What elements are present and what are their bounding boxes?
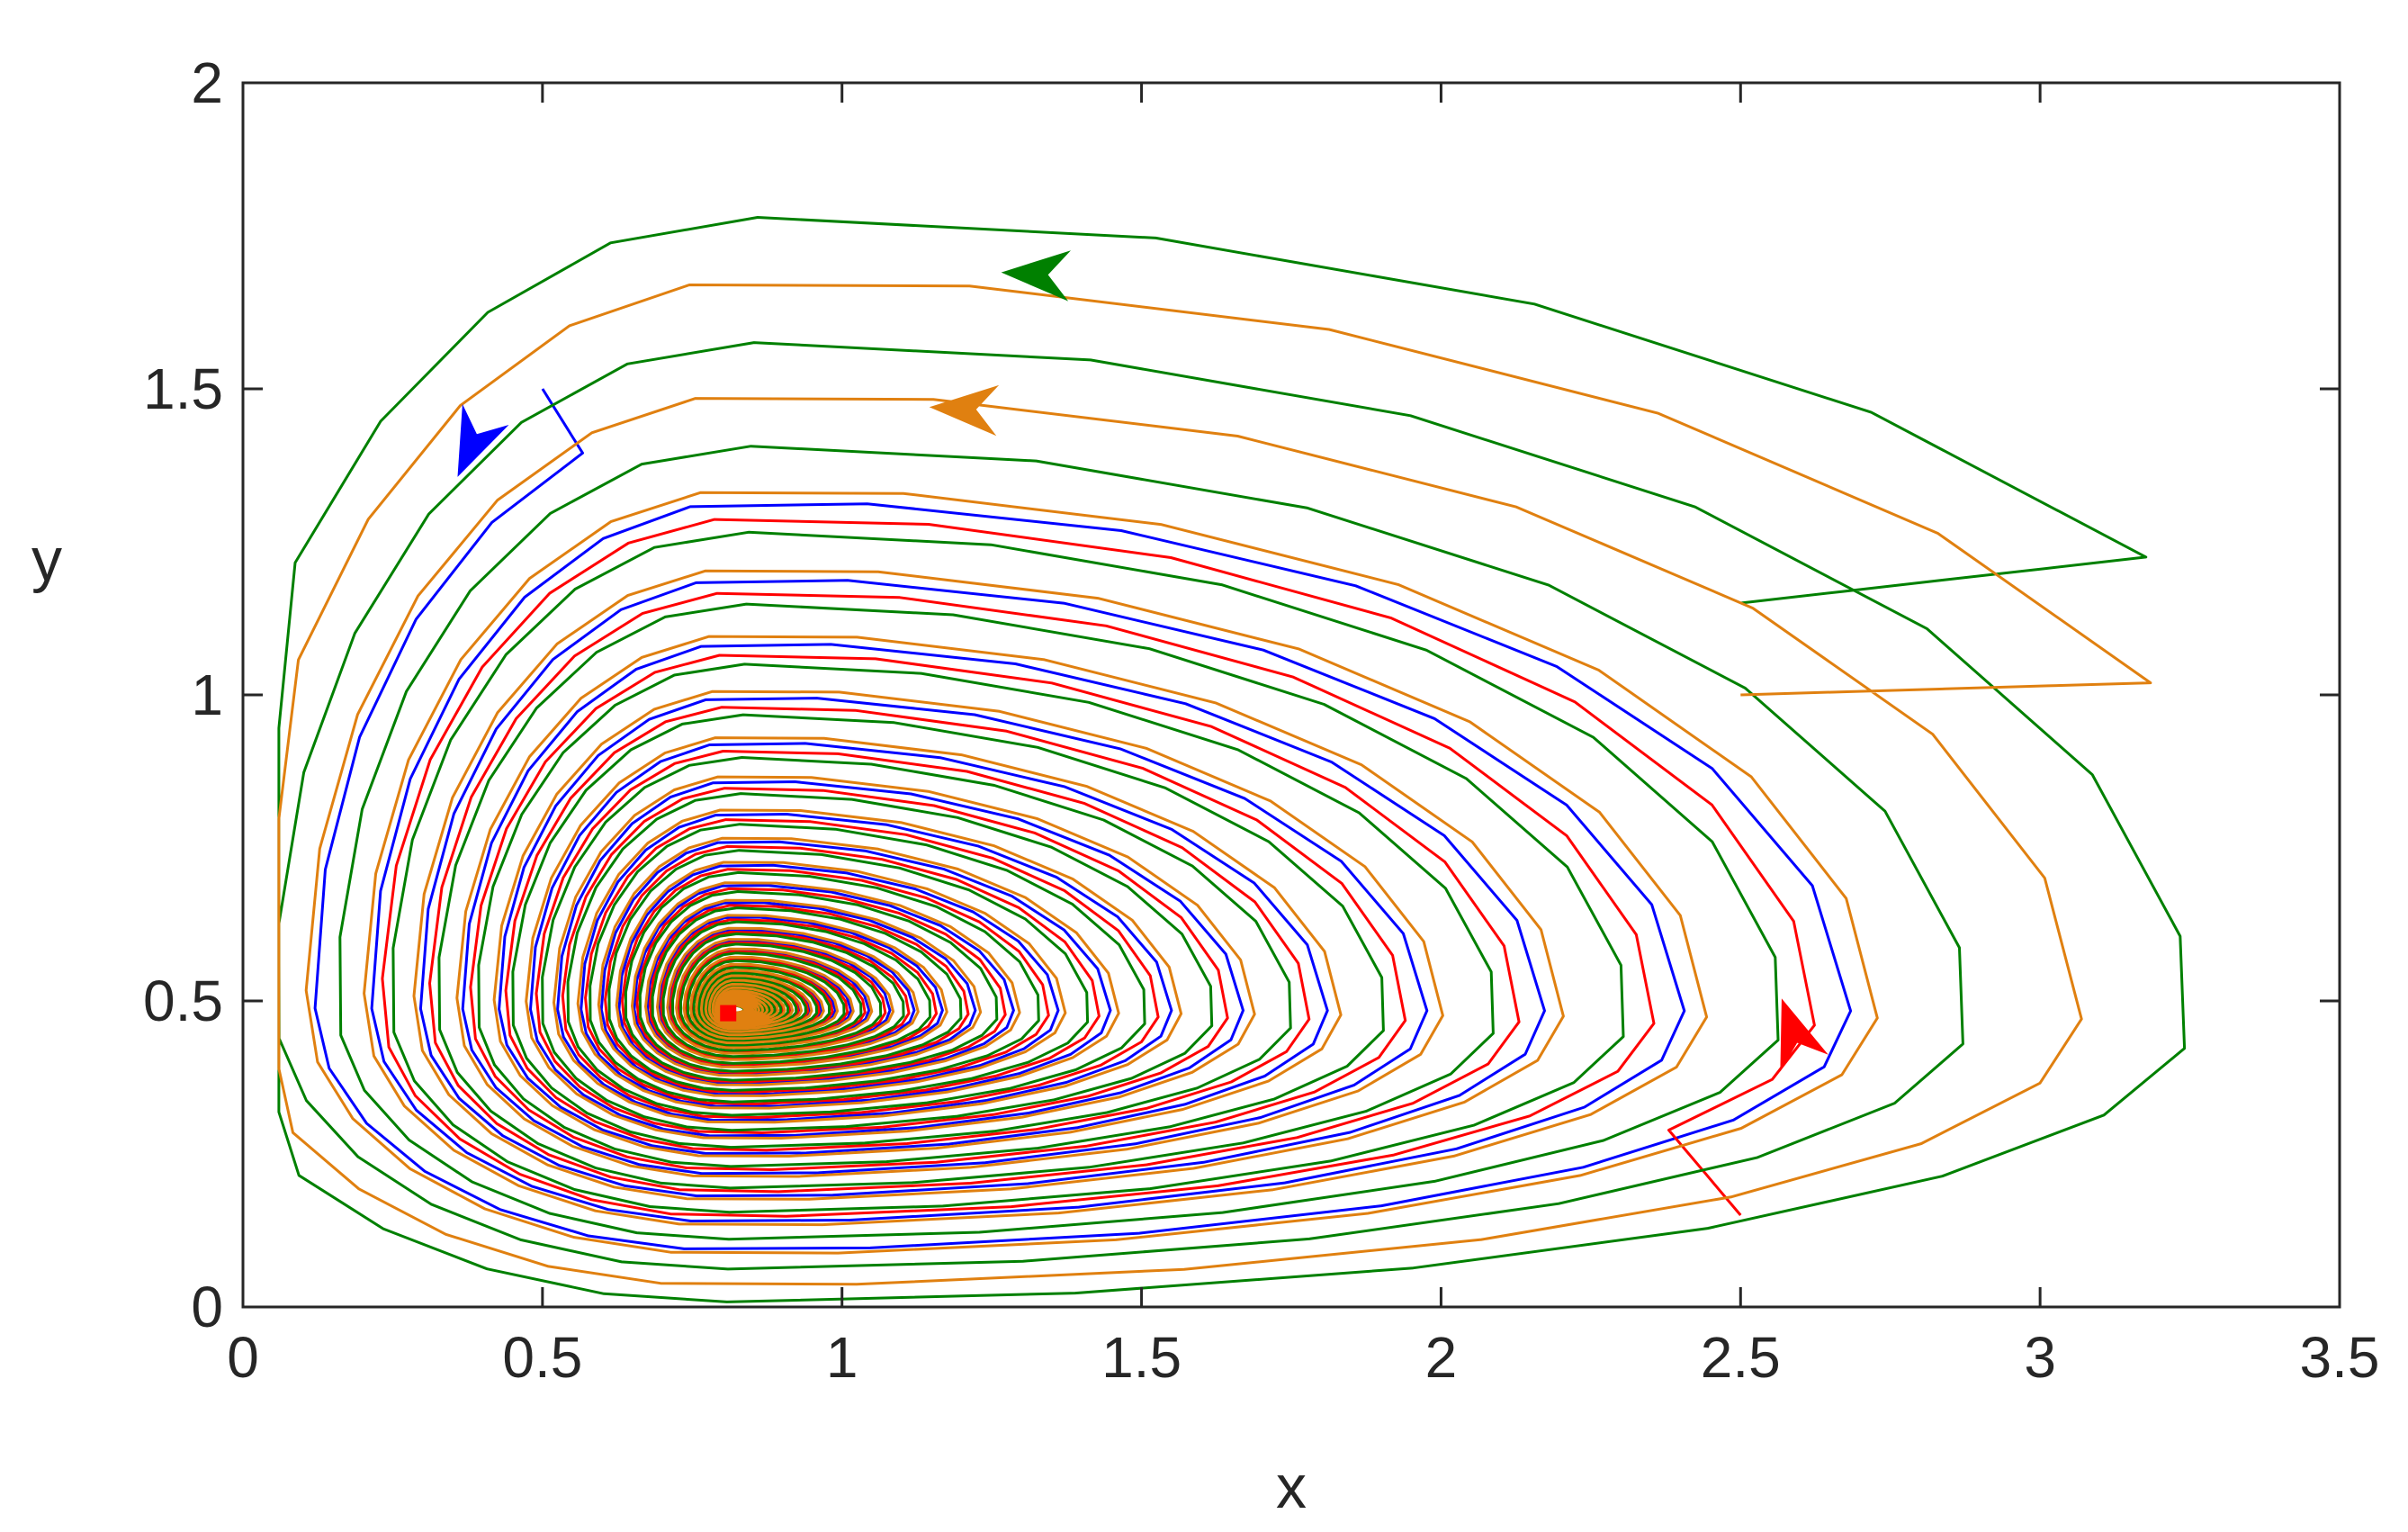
trajectory-3 <box>277 284 2152 1286</box>
x-tick-label: 2 <box>1425 1325 1458 1390</box>
direction-arrow-3 <box>929 384 1000 437</box>
equilibrium-layer <box>720 1005 737 1022</box>
x-tick-label: 3 <box>2024 1325 2056 1390</box>
x-tick-label: 3.5 <box>2300 1325 2380 1390</box>
direction-arrow-1 <box>1780 998 1828 1072</box>
y-tick-label: 1 <box>191 662 223 727</box>
direction-arrow-0 <box>457 403 509 477</box>
x-tick-label: 2.5 <box>1701 1325 1781 1390</box>
axis-ticks: 0 0.5 1 1.5 2 2.5 3 3.5 0 0.5 1 1.5 2 <box>143 50 2379 1390</box>
direction-arrow-2 <box>1001 250 1072 302</box>
y-tick-label: 2 <box>191 50 223 115</box>
equilibrium-point <box>720 1005 737 1022</box>
x-tick-label: 0 <box>227 1325 259 1390</box>
x-axis-label: x <box>1276 1453 1307 1521</box>
x-tick-label: 1.5 <box>1101 1325 1182 1390</box>
y-tick-label: 0.5 <box>143 969 223 1033</box>
y-tick-label: 1.5 <box>143 356 223 421</box>
y-axis-label: y <box>31 526 62 594</box>
trajectories <box>277 216 2187 1303</box>
direction-arrows <box>457 250 1828 1072</box>
x-tick-label: 0.5 <box>502 1325 582 1390</box>
x-tick-label: 1 <box>826 1325 858 1390</box>
y-tick-label: 0 <box>191 1275 223 1339</box>
